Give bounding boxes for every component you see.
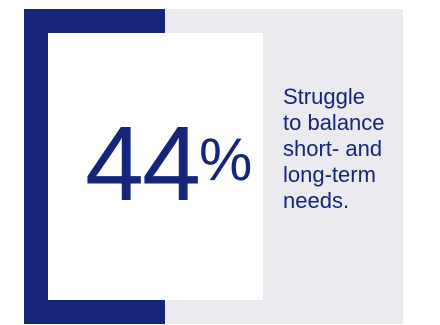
inner-white-panel xyxy=(48,33,263,300)
percent-symbol: % xyxy=(199,126,253,193)
stat-number: 44 xyxy=(85,111,201,217)
stat-number-value: 44 xyxy=(85,105,201,223)
stat-caption: Struggle to balance short- and long-term… xyxy=(283,84,385,213)
